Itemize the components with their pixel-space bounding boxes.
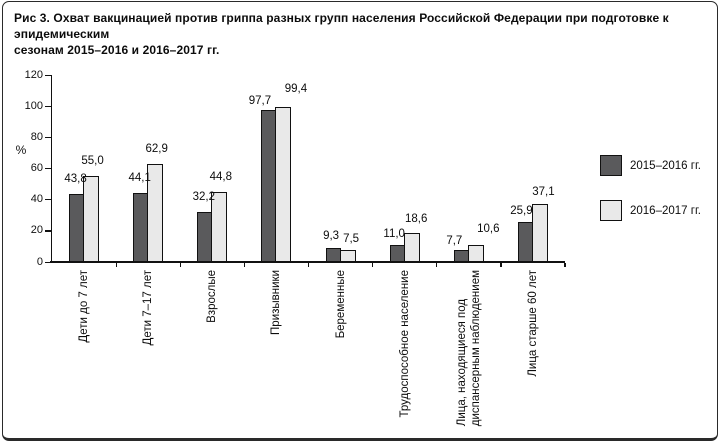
x-tick (115, 263, 117, 267)
value-label-2015-2016: 44,1 (128, 172, 151, 185)
bar-2016-2017 (275, 107, 292, 262)
x-category-label: Беременные (334, 270, 347, 339)
x-category-label: Лица старше 60 лет (526, 270, 539, 377)
x-category-label: Лица, находящиеся под диспансерным наблю… (455, 270, 482, 427)
value-label-2016-2017: 18,6 (404, 213, 428, 225)
bar-2015-2016 (453, 250, 469, 262)
y-tick-label: 60 (30, 162, 43, 174)
y-tick-label: 20 (30, 224, 43, 237)
value-label-2015-2016: 9,3 (323, 229, 340, 242)
value-label-2016-2017: 7,5 (343, 233, 360, 246)
value-label-2016-2017: 37,1 (532, 186, 555, 199)
bar-2016-2017 (211, 192, 228, 262)
x-category-label: Призывники (270, 270, 283, 335)
y-tick (45, 74, 51, 76)
x-category-label: Дети 7–17 лет (142, 270, 155, 346)
x-tick (372, 263, 374, 267)
y-tick (45, 136, 51, 139)
bar-2016-2017 (147, 163, 164, 262)
x-tick (307, 263, 310, 267)
legend-item-season-1: 2015–2016 гг. (600, 155, 701, 176)
x-tick (564, 263, 566, 267)
x-category-slot: Трудоспособное население (378, 270, 432, 440)
y-tick (45, 199, 51, 201)
y-tick-label: 80 (30, 130, 43, 143)
y-tick (45, 230, 51, 232)
legend-label-season-1: 2015–2016 гг. (630, 159, 701, 172)
value-label-2016-2017: 44,8 (209, 171, 233, 184)
legend-label-season-2: 2016–2017 гг. (630, 204, 701, 217)
bar-2015-2016 (517, 221, 533, 262)
y-tick-label: 120 (24, 68, 43, 81)
value-label-2016-2017: 62,9 (145, 142, 168, 155)
y-tick-label: 0 (36, 255, 43, 268)
value-label-2015-2016: 11,0 (383, 227, 405, 240)
bar-2015-2016 (389, 244, 405, 262)
bar-2016-2017 (467, 245, 484, 262)
bar-2016-2017 (403, 233, 420, 262)
y-tick (45, 261, 51, 263)
x-category-label: Взрослые (206, 270, 219, 323)
bar-2015-2016 (133, 193, 149, 262)
legend-item-season-2: 2016–2017 гг. (600, 200, 701, 221)
x-tick (500, 263, 502, 267)
y-tick-label: 40 (30, 193, 43, 206)
y-tick-label: 100 (24, 99, 43, 112)
x-category-slot: Взрослые (185, 270, 239, 440)
x-tick (179, 263, 181, 267)
value-label-2015-2016: 43,8 (64, 172, 87, 185)
x-category-slot: Лица старше 60 лет (506, 270, 560, 440)
figure-caption: Рис 3. Охват вакцинацией против гриппа р… (14, 10, 706, 58)
bar-2016-2017 (531, 204, 548, 262)
caption-line-1: Рис 3. Охват вакцинацией против гриппа р… (14, 11, 669, 41)
y-axis (50, 75, 52, 263)
y-tick (45, 105, 51, 107)
x-category-slot: Призывники (249, 270, 303, 440)
bar-2015-2016 (325, 247, 341, 262)
caption-line-2: сезонам 2015–2016 и 2016–2017 гг. (14, 43, 220, 57)
x-category-label: Трудоспособное население (398, 270, 411, 418)
bar-2015-2016 (261, 109, 277, 262)
value-label-2015-2016: 32,2 (192, 190, 216, 203)
x-axis (50, 261, 565, 263)
series-2015-2016-swatch (600, 155, 622, 176)
y-tick (45, 168, 51, 170)
x-category-slot: Лица, находящиеся под диспансерным наблю… (442, 270, 496, 440)
x-category-slot: Дети до 7 лет (57, 270, 111, 440)
x-tick (436, 263, 438, 267)
y-axis-unit-label: % (15, 143, 27, 157)
x-category-label: Дети до 7 лет (78, 270, 91, 343)
bar-2016-2017 (83, 176, 100, 262)
value-label-2015-2016: 7,7 (446, 235, 463, 247)
value-label-2016-2017: 10,6 (477, 223, 500, 236)
bar-2016-2017 (339, 250, 356, 262)
bar-2015-2016 (69, 193, 85, 262)
x-tick (243, 263, 246, 267)
series-2016-2017-swatch (600, 200, 622, 221)
x-category-slot: Дети 7–17 лет (121, 270, 175, 440)
value-label-2015-2016: 25,9 (510, 204, 533, 217)
value-label-2015-2016: 97,7 (248, 94, 272, 107)
bar-2015-2016 (197, 211, 213, 262)
x-category-slot: Беременные (314, 270, 368, 440)
value-label-2016-2017: 99,4 (284, 83, 308, 96)
value-label-2016-2017: 55,0 (81, 155, 104, 168)
